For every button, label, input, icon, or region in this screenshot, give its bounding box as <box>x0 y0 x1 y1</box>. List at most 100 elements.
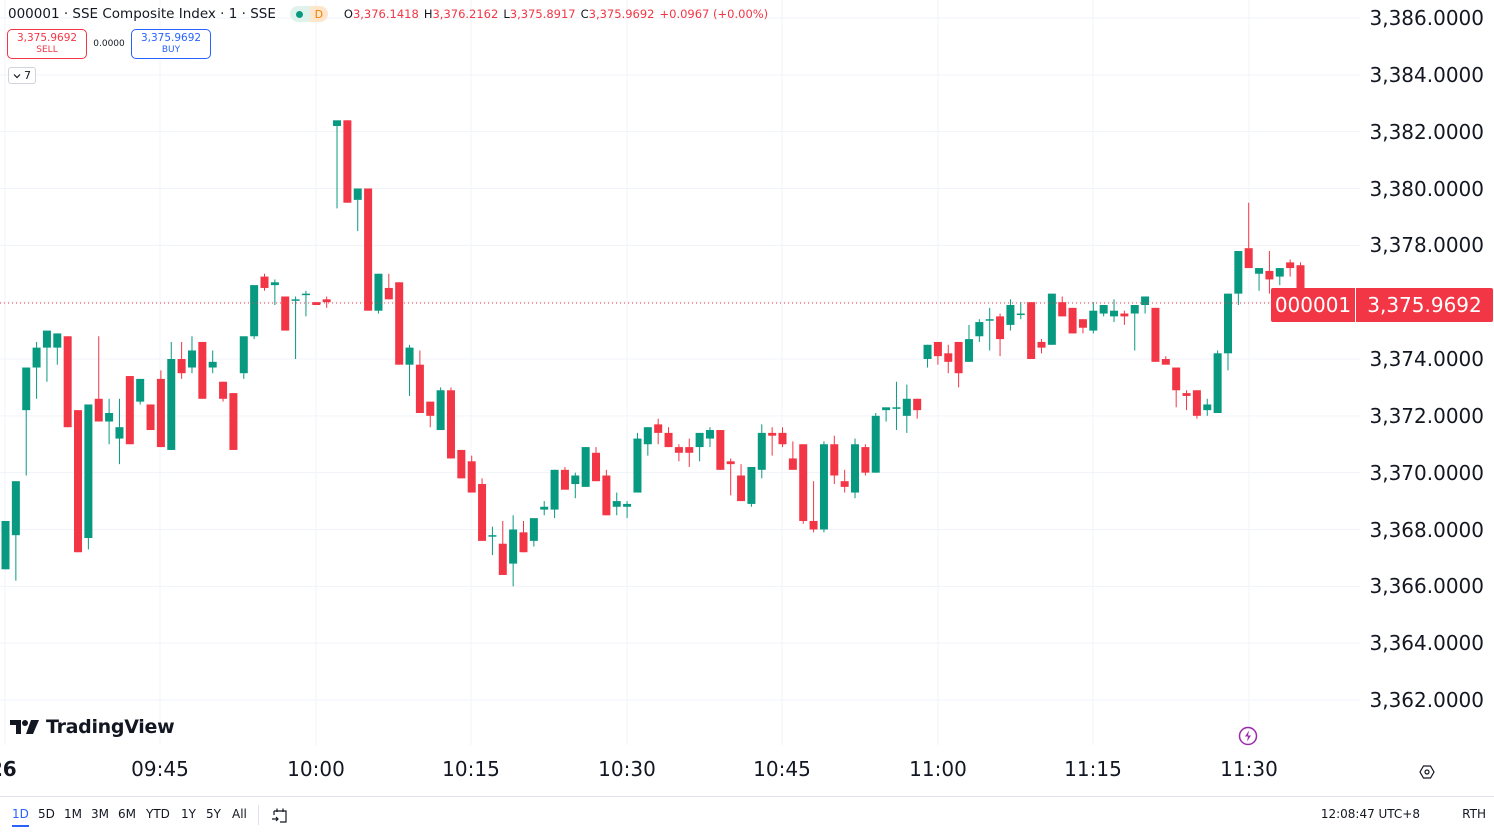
candle <box>985 307 994 351</box>
range-button-1d[interactable]: 1D <box>12 807 29 827</box>
candle <box>270 279 279 306</box>
candle <box>581 447 590 487</box>
candle <box>208 350 217 374</box>
candle <box>219 381 228 402</box>
flash-icon[interactable] <box>1238 726 1258 750</box>
range-button-all[interactable]: All <box>232 807 247 821</box>
candle <box>1161 356 1170 365</box>
candle <box>923 344 932 368</box>
candle <box>177 341 186 379</box>
candle <box>571 472 580 499</box>
range-button-3m[interactable]: 3M <box>91 807 109 821</box>
candle <box>467 455 476 493</box>
range-button-5d[interactable]: 5D <box>38 807 55 821</box>
candle <box>768 427 777 456</box>
toolbar-divider <box>258 805 259 825</box>
candle <box>1099 305 1108 317</box>
candle <box>281 296 290 331</box>
candle <box>1265 251 1274 294</box>
candle <box>1151 307 1160 362</box>
candle <box>457 449 466 479</box>
candles <box>1 120 1315 587</box>
candle <box>685 438 694 467</box>
open-value: 3,376.1418 <box>352 7 419 21</box>
trade-panel: 3,375.9692 SELL 0.0000 3,375.9692 BUY <box>7 29 211 59</box>
candle <box>933 341 942 365</box>
tradingview-logo-text: TradingView <box>46 716 175 738</box>
candle <box>851 438 860 499</box>
candle <box>757 424 766 479</box>
time-axis-label: 11:15 <box>1064 757 1122 781</box>
high-value: 3,376.2162 <box>432 7 499 21</box>
candle <box>343 120 352 203</box>
tradingview-logo[interactable]: TradingView <box>10 716 175 738</box>
candle <box>84 404 93 550</box>
market-status-pill[interactable]: D <box>289 6 328 22</box>
candle <box>643 427 652 456</box>
candle <box>488 526 497 556</box>
candle <box>1120 310 1129 325</box>
price-axis-label: 3,378.0000 <box>1369 233 1484 258</box>
candle <box>333 120 342 209</box>
time-axis-label: 09:45 <box>131 757 189 781</box>
price-axis-label: 3,372.0000 <box>1369 403 1484 428</box>
candle <box>167 341 176 450</box>
session-toggle[interactable]: RTH <box>1462 807 1486 821</box>
candle <box>964 324 973 362</box>
candle <box>540 501 549 516</box>
time-axis-label: 10:30 <box>598 757 656 781</box>
candle <box>105 398 114 445</box>
time-axis-label: 10:45 <box>753 757 811 781</box>
axis-settings-icon[interactable] <box>1419 764 1435 784</box>
high-label: H <box>423 7 433 21</box>
range-button-6m[interactable]: 6M <box>118 807 136 821</box>
candlestick-chart[interactable] <box>0 0 1494 796</box>
indicators-toggle-button[interactable]: 7 <box>8 67 36 84</box>
symbol-title[interactable]: 000001 · SSE Composite Index · 1 · SSE <box>8 6 276 22</box>
candle <box>53 333 62 365</box>
candle <box>882 407 891 422</box>
candle <box>861 444 870 476</box>
range-button-ytd[interactable]: YTD <box>146 807 170 821</box>
candle <box>1027 302 1036 359</box>
candle <box>63 336 72 428</box>
price-axis-label: 3,368.0000 <box>1369 517 1484 542</box>
grid-lines <box>0 0 1360 745</box>
candle <box>913 398 922 419</box>
candle <box>705 427 714 448</box>
candle <box>519 520 528 553</box>
tradingview-logo-icon <box>10 720 39 734</box>
candle <box>1275 268 1284 286</box>
sell-button[interactable]: 3,375.9692 SELL <box>7 29 87 59</box>
candle <box>716 430 725 470</box>
buy-button[interactable]: 3,375.9692 BUY <box>131 29 211 59</box>
ohlc-values: O3,376.1418 H3,376.2162 L3,375.8917 C3,3… <box>344 7 768 21</box>
clock-timezone[interactable]: 12:08:47 UTC+8 <box>1320 807 1420 821</box>
candle <box>364 188 373 311</box>
candle <box>239 336 248 379</box>
price-axis-label: 3,362.0000 <box>1369 688 1484 712</box>
candle <box>871 412 880 473</box>
status-dot-icon <box>296 10 304 18</box>
candle <box>623 501 632 519</box>
price-axis-label: 3,380.0000 <box>1369 176 1484 201</box>
buy-label: BUY <box>161 45 181 55</box>
candle <box>229 393 238 450</box>
candle <box>291 296 300 359</box>
candle <box>395 282 404 365</box>
indicators-count: 7 <box>24 69 31 82</box>
time-axis-label: 26 <box>0 757 17 781</box>
candle <box>737 464 746 502</box>
range-button-1y[interactable]: 1Y <box>181 807 196 821</box>
candle <box>840 469 849 493</box>
range-button-5y[interactable]: 5Y <box>206 807 221 821</box>
candle <box>892 381 901 431</box>
time-axis-label: 10:15 <box>442 757 500 781</box>
chevron-down-icon <box>13 73 21 78</box>
candle <box>446 387 455 459</box>
candle <box>1037 339 1046 354</box>
candle <box>353 188 362 232</box>
go-to-date-icon[interactable] <box>270 805 290 829</box>
candle <box>747 466 756 507</box>
range-button-1m[interactable]: 1M <box>64 807 82 821</box>
